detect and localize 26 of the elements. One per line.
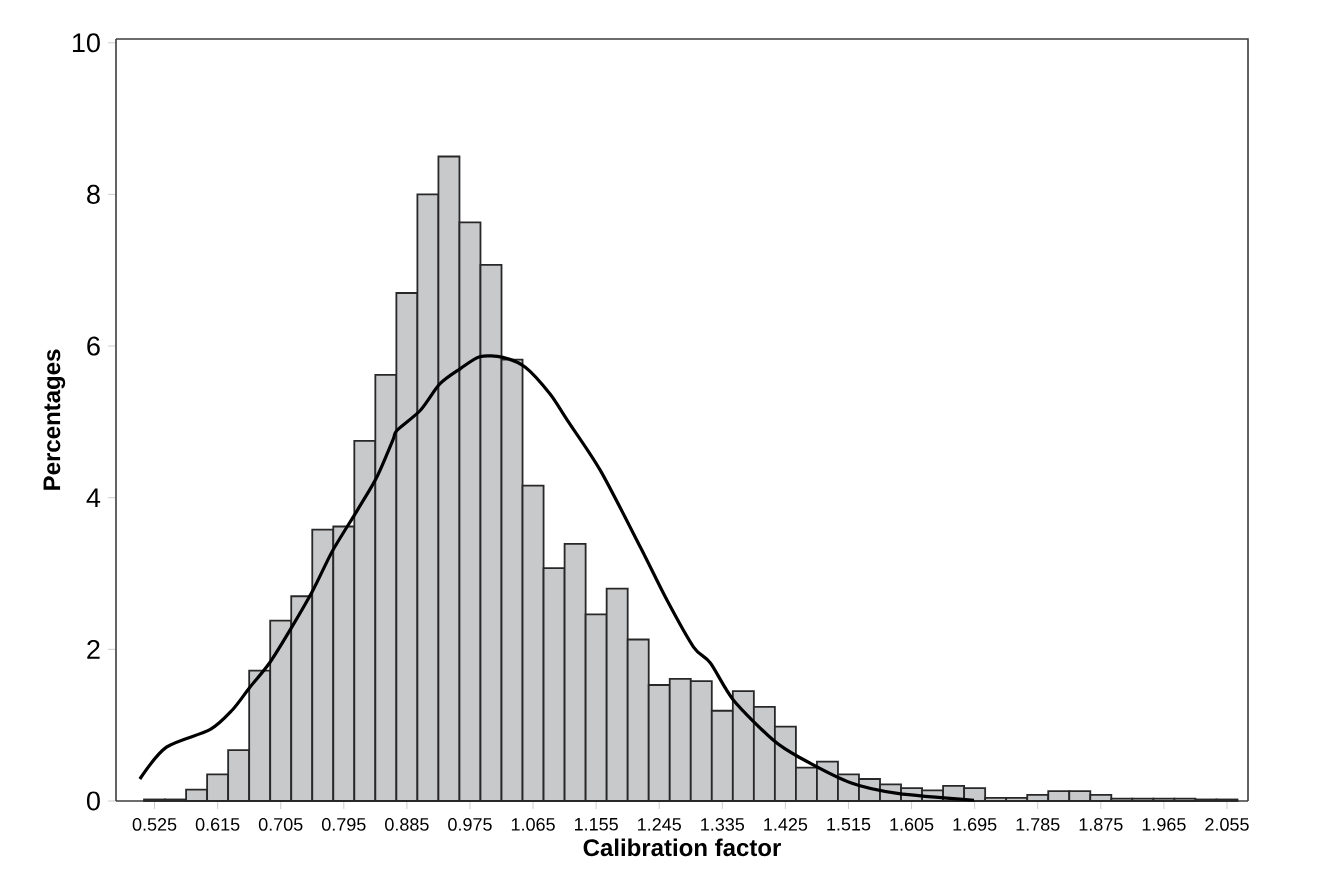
y-tick-label: 10 xyxy=(72,33,100,53)
x-tick-label: 0.705 xyxy=(258,818,303,831)
x-tick-label: 0.975 xyxy=(448,818,492,831)
x-tick-label: 1.965 xyxy=(1142,818,1186,831)
y-tick-label: 8 xyxy=(87,184,100,204)
x-tick-label: 1.425 xyxy=(764,818,808,831)
y-tick-label: 6 xyxy=(87,336,100,356)
y-tick-label: 2 xyxy=(87,639,100,659)
x-tick-label: 0.885 xyxy=(385,818,429,831)
x-tick-label: 2.055 xyxy=(1205,818,1249,831)
x-tick-label: 1.785 xyxy=(1016,818,1060,831)
x-tick-label: 1.245 xyxy=(638,818,681,831)
x-tick-label: 1.875 xyxy=(1079,818,1123,831)
y-axis-title: Percentages xyxy=(43,349,66,490)
y-tick-label: 4 xyxy=(86,488,101,507)
x-tick-label: 1.155 xyxy=(575,818,618,831)
x-tick-label: 1.065 xyxy=(511,818,555,831)
x-tick-label: 1.335 xyxy=(701,818,745,831)
x-tick-label: 0.615 xyxy=(195,818,240,831)
x-tick-label: 1.605 xyxy=(890,818,934,831)
x-tick-label: 0.525 xyxy=(132,818,177,831)
x-tick-label: 0.795 xyxy=(321,818,366,831)
x-tick-label: 1.515 xyxy=(827,818,871,831)
x-axis-title: Calibration factor xyxy=(583,838,781,857)
y-tick-label: 0 xyxy=(86,791,100,811)
x-tick-label: 1.695 xyxy=(953,818,997,831)
